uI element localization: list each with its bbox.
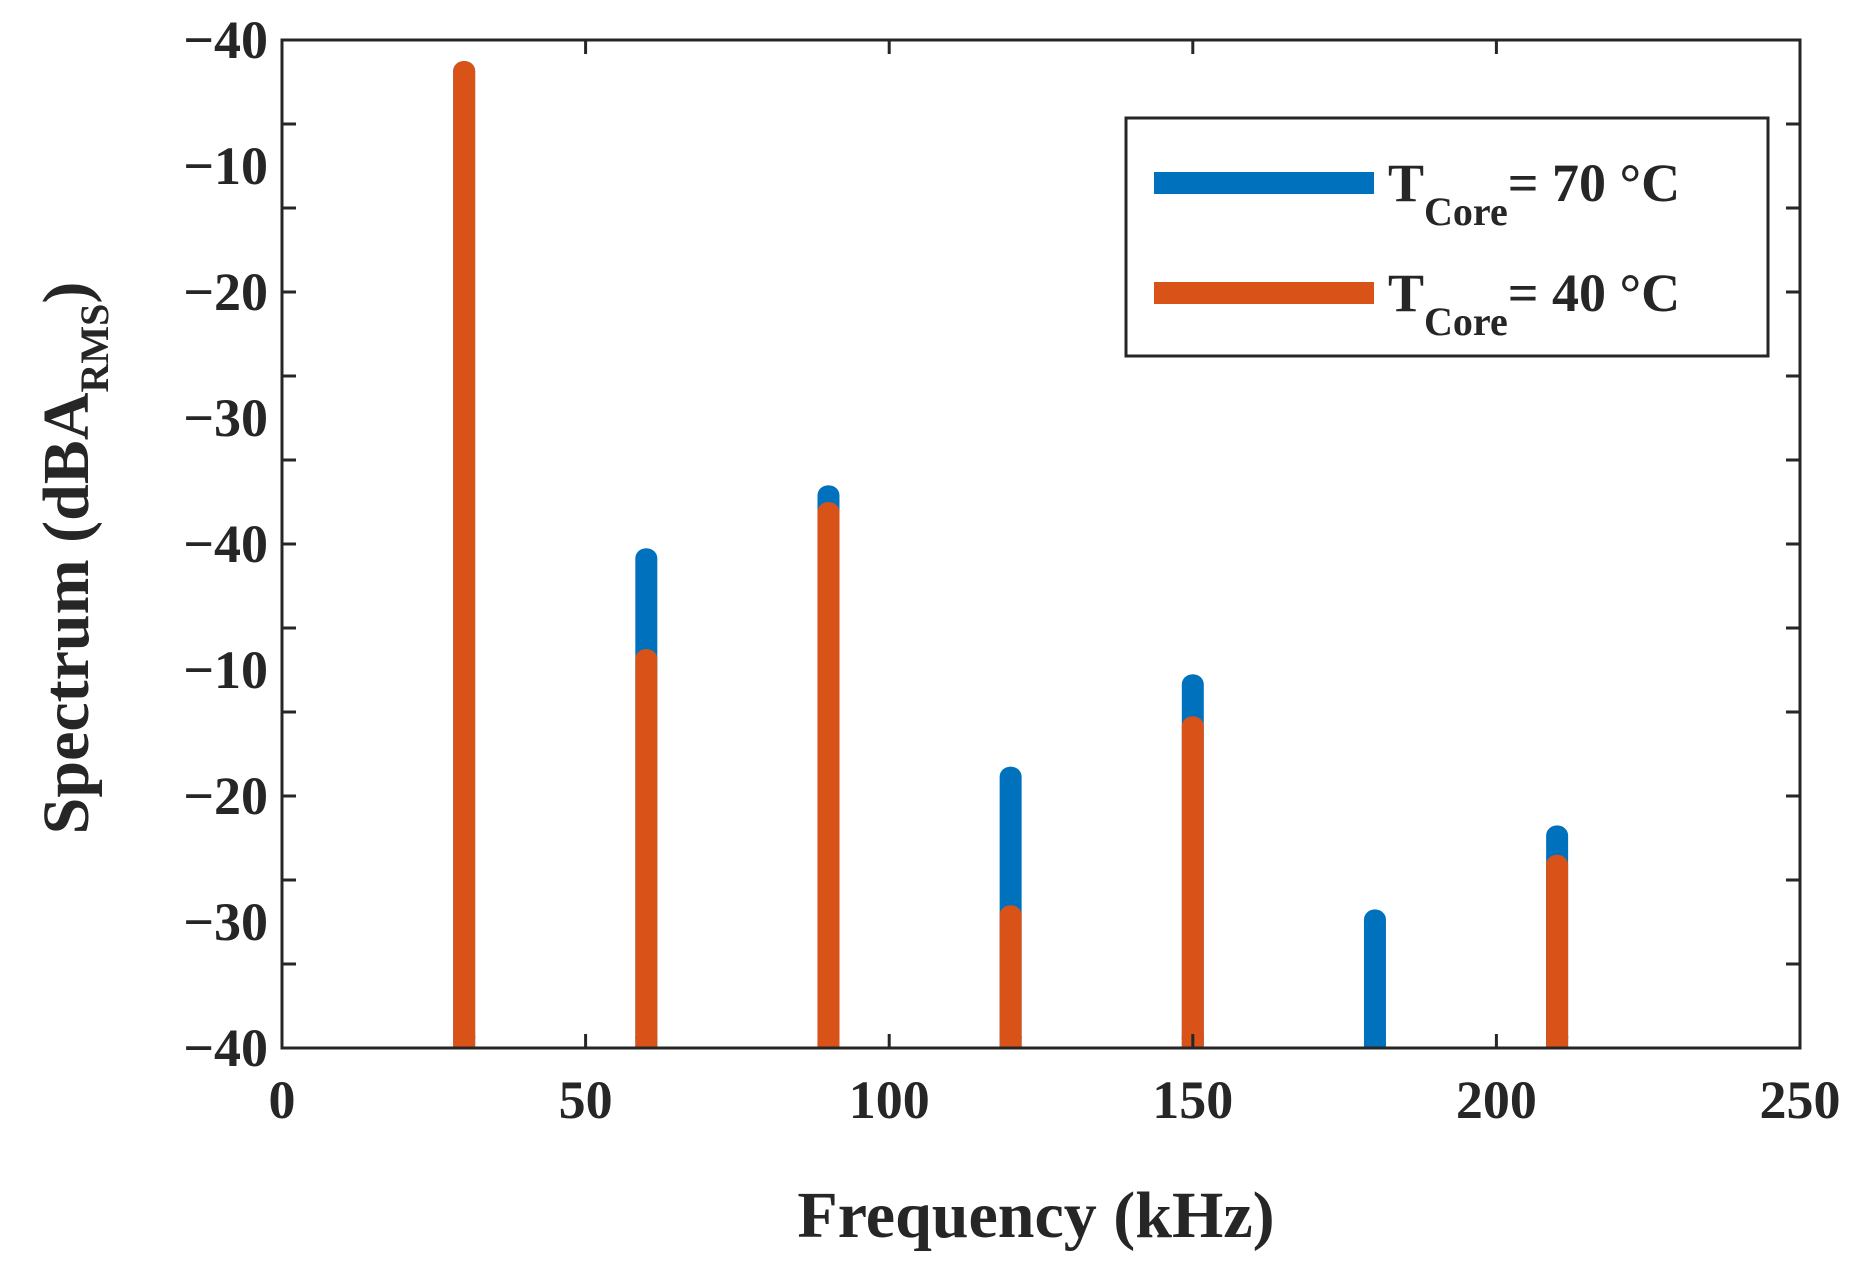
bar-base-series-2-x-90 bbox=[817, 1036, 840, 1048]
bar-series-1-x-180 bbox=[1363, 909, 1386, 1048]
y-tick-label: −30 bbox=[183, 388, 268, 448]
y-tick-label: −10 bbox=[183, 640, 268, 700]
y-axis-label-close: ) bbox=[30, 282, 103, 304]
bar-base-series-2-x-210 bbox=[1546, 1036, 1569, 1048]
x-tick-label: 250 bbox=[1760, 1070, 1841, 1130]
bar-series-2-x-120 bbox=[999, 905, 1022, 1048]
ticks-layer: 0 50 100 150 200 250 −40 −10 −20 −30 −40 −10 −20 −30 −… bbox=[183, 10, 1840, 1130]
x-tick-label: 0 bbox=[269, 1070, 296, 1130]
bar-base-series-2-x-120 bbox=[999, 1036, 1022, 1048]
legend-box bbox=[1124, 116, 1770, 358]
x-tick-label: 200 bbox=[1456, 1070, 1537, 1130]
y-tick-label: −30 bbox=[183, 892, 268, 952]
bar-base-series-2-x-60 bbox=[635, 1036, 658, 1048]
y-tick-label: −10 bbox=[183, 136, 268, 196]
y-axis-label-subscript: RMS bbox=[72, 304, 117, 393]
y-tick-label: −20 bbox=[183, 766, 268, 826]
legend: TCore= 70 °C TCore= 40 °C bbox=[1124, 116, 1770, 358]
x-tick-label: 150 bbox=[1152, 1070, 1233, 1130]
x-tick-label: 50 bbox=[559, 1070, 613, 1130]
bar-series-2-x-210 bbox=[1546, 854, 1569, 1048]
bar-series-2-x-150 bbox=[1181, 716, 1204, 1048]
y-tick-label: −40 bbox=[183, 1018, 268, 1078]
y-axis-label: Spectrum (dBARMS) bbox=[30, 282, 117, 835]
x-tick-label: 100 bbox=[849, 1070, 930, 1130]
y-tick-label: −40 bbox=[183, 514, 268, 574]
bar-base-series-2-x-30 bbox=[453, 1036, 476, 1048]
bar-series-2-x-60 bbox=[635, 649, 658, 1048]
bar-series-2-x-90 bbox=[817, 502, 840, 1048]
y-tick-label: −20 bbox=[183, 262, 268, 322]
y-tick-label: −40 bbox=[183, 10, 268, 70]
bars-layer bbox=[453, 61, 1569, 1048]
legend-label-series-2: TCore= 40 °C bbox=[1388, 263, 1680, 344]
legend-label-series-1: TCore= 70 °C bbox=[1388, 153, 1680, 234]
y-axis-label-main: Spectrum (dBA bbox=[30, 392, 103, 834]
bar-base-series-1-x-180 bbox=[1363, 1036, 1386, 1048]
x-axis-label: Frequency (kHz) bbox=[797, 1179, 1274, 1252]
bar-series-2-x-30 bbox=[453, 61, 476, 1048]
